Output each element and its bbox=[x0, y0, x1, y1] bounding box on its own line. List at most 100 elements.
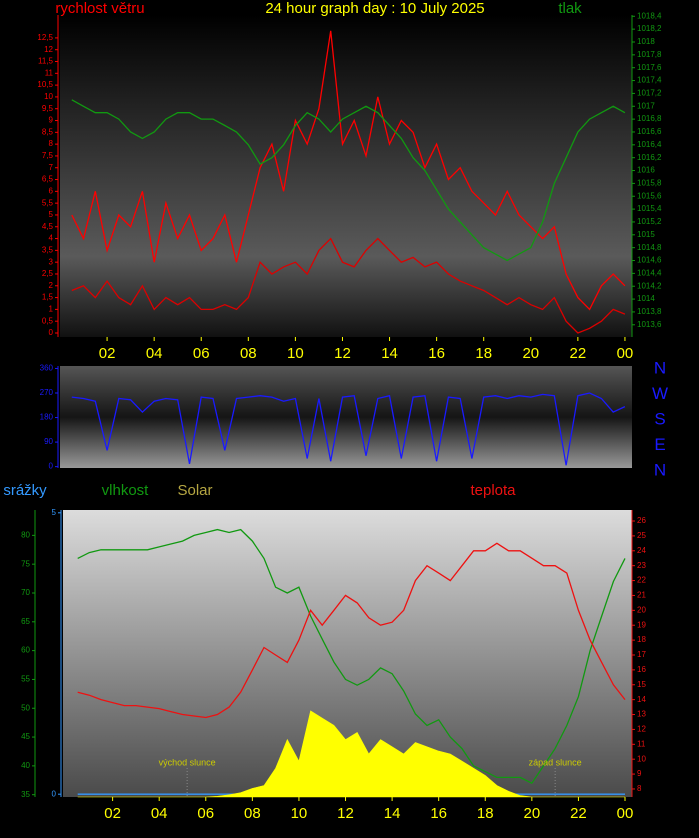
line bbox=[71, 237, 626, 334]
y2-tick-label: 17 bbox=[637, 650, 646, 659]
legend-entry: vlhkost bbox=[102, 482, 150, 499]
y2-tick-label: 1013,8 bbox=[637, 307, 662, 316]
y-tick-label: 6 bbox=[49, 186, 54, 195]
direction-label: N bbox=[654, 460, 666, 479]
line bbox=[71, 392, 626, 466]
x-tick-label: 18 bbox=[477, 805, 494, 822]
line bbox=[77, 528, 626, 785]
y-tick-label: 0 bbox=[49, 328, 54, 337]
direction-label: N bbox=[654, 358, 666, 377]
y2-tick-label: 1014,2 bbox=[637, 281, 662, 290]
y-tick-label: 270 bbox=[40, 388, 54, 397]
y2-tick-label: 12 bbox=[637, 725, 646, 734]
y-tick-label: 5 bbox=[49, 210, 54, 219]
y4-tick-label: 5 bbox=[52, 508, 57, 517]
x-tick-label: 00 bbox=[617, 805, 634, 822]
y-tick-label: 7 bbox=[49, 163, 54, 172]
plot-area bbox=[60, 15, 632, 337]
y-tick-label: 12 bbox=[44, 45, 53, 54]
y-tick-label: 60 bbox=[21, 646, 30, 655]
y-tick-label: 3,5 bbox=[42, 245, 54, 254]
y-tick-label: 1 bbox=[49, 304, 54, 313]
x-tick-label: 10 bbox=[287, 345, 304, 362]
y2-tick-label: 1014,8 bbox=[637, 243, 662, 252]
y-tick-label: 0,5 bbox=[42, 316, 54, 325]
plot-area bbox=[60, 366, 632, 468]
y2-tick-label: 14 bbox=[637, 695, 646, 704]
y2-tick-label: 18 bbox=[637, 635, 646, 644]
y-tick-label: 65 bbox=[21, 617, 30, 626]
y-tick-label: 4 bbox=[49, 234, 54, 243]
y2-tick-label: 1014 bbox=[637, 294, 655, 303]
line bbox=[77, 542, 626, 719]
x-tick-label: 14 bbox=[381, 345, 398, 362]
x-tick-label: 02 bbox=[104, 805, 121, 822]
y2-tick-label: 26 bbox=[637, 516, 646, 525]
x-tick-label: 08 bbox=[240, 345, 257, 362]
y2-tick-label: 1017,6 bbox=[637, 63, 662, 72]
y2-tick-label: 1017,2 bbox=[637, 89, 662, 98]
y2-tick-label: 25 bbox=[637, 531, 646, 540]
y-tick-label: 11,5 bbox=[38, 57, 54, 66]
x-tick-label: 20 bbox=[522, 345, 539, 362]
legend-entry: teplota bbox=[470, 482, 516, 499]
y2-tick-label: 1015,2 bbox=[637, 217, 662, 226]
y-tick-label: 40 bbox=[21, 761, 30, 770]
y2-tick-label: 22 bbox=[637, 576, 646, 585]
y2-axis-label: tlak bbox=[558, 0, 582, 17]
x-tick-label: 10 bbox=[291, 805, 308, 822]
y-tick-label: 1,5 bbox=[42, 293, 54, 302]
legend-entry: srážky bbox=[3, 482, 47, 499]
y-tick-label: 10 bbox=[44, 92, 53, 101]
y2-tick-label: 1013,6 bbox=[637, 320, 662, 329]
y-tick-label: 70 bbox=[21, 588, 30, 597]
x-tick-label: 12 bbox=[334, 345, 351, 362]
x-tick-label: 22 bbox=[570, 805, 587, 822]
line bbox=[71, 30, 626, 311]
y2-tick-label: 21 bbox=[637, 591, 646, 600]
y2-tick-label: 1018,4 bbox=[637, 11, 662, 20]
y2-tick-label: 1014,4 bbox=[637, 268, 662, 277]
y-tick-label: 11 bbox=[45, 68, 54, 77]
x-tick-label: 16 bbox=[428, 345, 445, 362]
x-tick-label: 04 bbox=[151, 805, 168, 822]
x-tick-label: 14 bbox=[384, 805, 401, 822]
y-tick-label: 180 bbox=[40, 413, 54, 422]
y2-tick-label: 9 bbox=[637, 769, 642, 778]
y2-tick-label: 15 bbox=[637, 680, 646, 689]
y2-tick-label: 10 bbox=[637, 754, 646, 763]
y2-tick-label: 13 bbox=[637, 710, 646, 719]
line bbox=[71, 99, 626, 262]
direction-label: W bbox=[652, 384, 668, 403]
y2-tick-label: 1018 bbox=[637, 37, 655, 46]
area bbox=[77, 710, 625, 798]
x-tick-label: 22 bbox=[570, 345, 587, 362]
y2-tick-label: 1014,6 bbox=[637, 256, 662, 265]
y-tick-label: 3 bbox=[49, 257, 54, 266]
y-tick-label: 50 bbox=[21, 703, 30, 712]
x-tick-label: 04 bbox=[146, 345, 163, 362]
x-tick-label: 08 bbox=[244, 805, 261, 822]
x-tick-label: 06 bbox=[193, 345, 210, 362]
y2-tick-label: 23 bbox=[637, 561, 646, 570]
y-tick-label: 8,5 bbox=[42, 127, 54, 136]
direction-label: E bbox=[654, 435, 665, 454]
x-tick-label: 02 bbox=[99, 345, 116, 362]
y2-tick-label: 1015,8 bbox=[637, 179, 662, 188]
y2-tick-label: 1015,4 bbox=[637, 204, 662, 213]
y2-tick-label: 1016 bbox=[637, 166, 655, 175]
x-tick-label: 12 bbox=[337, 805, 354, 822]
y-tick-label: 2,5 bbox=[42, 269, 54, 278]
annotation: západ slunce bbox=[529, 757, 582, 767]
y-tick-label: 80 bbox=[21, 530, 30, 539]
y2-tick-label: 1016,4 bbox=[637, 140, 662, 149]
y-tick-label: 6,5 bbox=[42, 175, 54, 184]
y-axis-label: rychlost větru bbox=[55, 0, 144, 17]
y-tick-label: 75 bbox=[21, 559, 30, 568]
y2-tick-label: 19 bbox=[637, 620, 646, 629]
x-tick-label: 16 bbox=[430, 805, 447, 822]
legend-entry: Solar bbox=[177, 482, 212, 499]
x-tick-label: 00 bbox=[617, 345, 634, 362]
